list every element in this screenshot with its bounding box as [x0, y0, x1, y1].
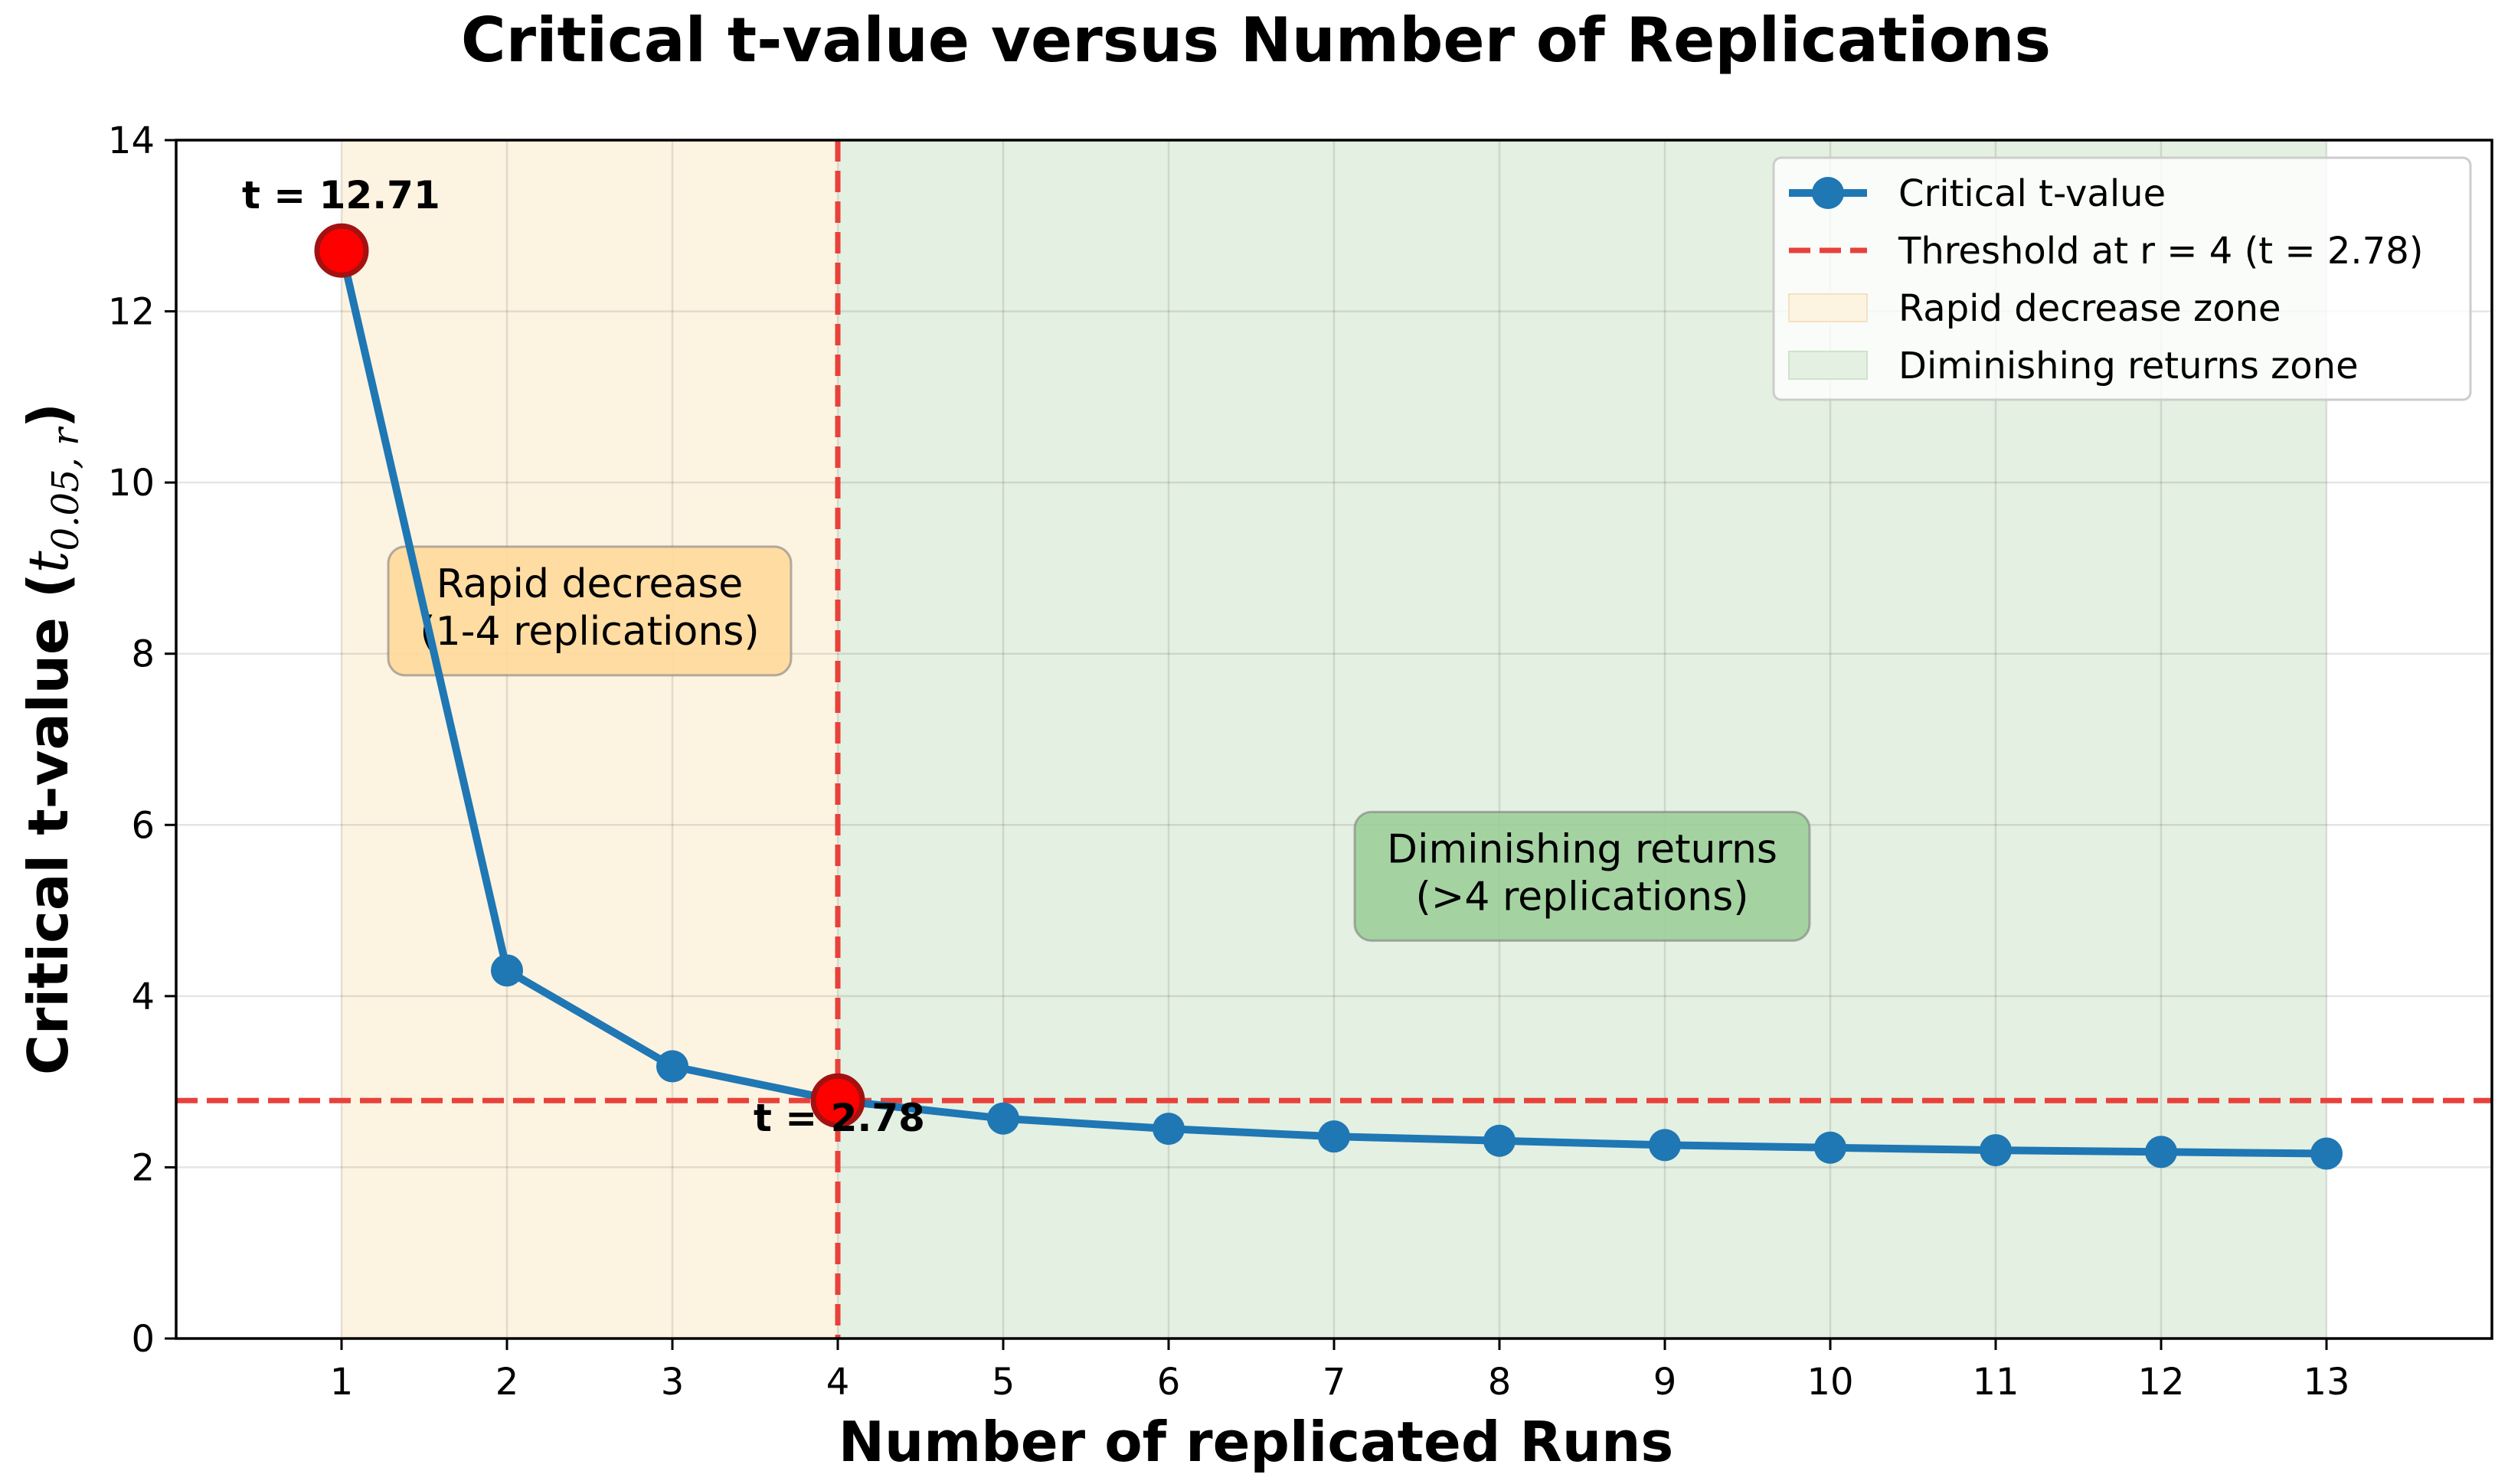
- legend: Critical t-value Threshold at r = 4 (t = …: [1772, 156, 2472, 401]
- diminishing-returns-annotation-line: Diminishing returns: [1387, 826, 1777, 872]
- y-axis-label: Critical t-value (t0.05, r): [16, 403, 87, 1075]
- highlight-point-r1: [314, 223, 369, 278]
- legend-marker-critical-t-value: [1812, 177, 1844, 209]
- chart-title: Critical t-value versus Number of Replic…: [461, 5, 2051, 76]
- x-tick-label: 11: [1972, 1361, 2019, 1404]
- x-tick-label: 5: [992, 1361, 1015, 1404]
- data-point-r3: [656, 1050, 688, 1083]
- y-tick-label: 10: [108, 462, 155, 505]
- y-tick-label: 8: [131, 633, 155, 676]
- x-tick-label: 8: [1488, 1361, 1512, 1404]
- y-tick-label: 0: [131, 1318, 155, 1361]
- diminishing-returns-annotation-box: [1353, 810, 1811, 942]
- y-tick-label: 4: [131, 976, 155, 1018]
- x-tick-label: 10: [1807, 1361, 1853, 1404]
- legend-swatch-diminishing-returns-zone: [1788, 351, 1868, 380]
- highlight-label-r4: t = 2.78: [754, 1096, 925, 1140]
- x-tick-label: 9: [1653, 1361, 1677, 1404]
- rapid-decrease-annotation-line: Rapid decrease: [437, 561, 744, 607]
- data-point-r5: [987, 1102, 1019, 1135]
- zone-band-rapid-decrease: [342, 140, 838, 1339]
- x-tick-label: 7: [1323, 1361, 1346, 1404]
- legend-swatch-rapid-decrease-zone: [1788, 293, 1868, 322]
- legend-label: Rapid decrease zone: [1898, 287, 2281, 330]
- y-tick-label: 14: [108, 119, 155, 162]
- data-point-r9: [1649, 1129, 1681, 1162]
- rapid-decrease-annotation-line: (1-4 replications): [420, 609, 759, 655]
- highlight-point-r4: [810, 1073, 865, 1128]
- highlight-label-r1: t = 12.71: [242, 173, 440, 217]
- data-point-r12: [2145, 1136, 2177, 1169]
- y-tick-label: 6: [131, 804, 155, 847]
- legend-box: [1772, 156, 2472, 401]
- x-tick-label: 3: [661, 1361, 685, 1404]
- x-tick-label: 4: [826, 1361, 850, 1404]
- data-point-r8: [1483, 1124, 1516, 1157]
- data-point-r6: [1153, 1113, 1185, 1146]
- data-point-r10: [1814, 1131, 1846, 1164]
- x-tick-label: 2: [495, 1361, 519, 1404]
- legend-label: Diminishing returns zone: [1898, 345, 2359, 387]
- x-tick-label: 12: [2137, 1361, 2184, 1404]
- y-axis-label-main: Critical t-value (: [16, 573, 80, 1075]
- rapid-decrease-annotation-box: [387, 545, 793, 677]
- x-tick-label: 1: [330, 1361, 354, 1404]
- y-axis-label-close: ): [16, 403, 80, 428]
- data-point-r13: [2310, 1137, 2343, 1170]
- y-axis-label-subscript: 0.05, r: [44, 426, 87, 551]
- data-point-r7: [1318, 1120, 1350, 1153]
- x-tick-label: 13: [2303, 1361, 2349, 1404]
- x-tick-label: 6: [1157, 1361, 1181, 1404]
- diminishing-returns-annotation-line: (>4 replications): [1415, 874, 1748, 920]
- legend-label: Threshold at r = 4 (t = 2.78): [1898, 230, 2423, 273]
- legend-label: Critical t-value: [1898, 172, 2166, 215]
- y-axis-label-math: t: [16, 550, 80, 573]
- x-axis-label: Number of replicated Runs: [839, 1410, 1674, 1474]
- y-tick-label: 12: [108, 291, 155, 334]
- data-point-r2: [491, 954, 523, 987]
- data-point-r11: [1980, 1134, 2012, 1167]
- y-tick-label: 2: [131, 1146, 155, 1189]
